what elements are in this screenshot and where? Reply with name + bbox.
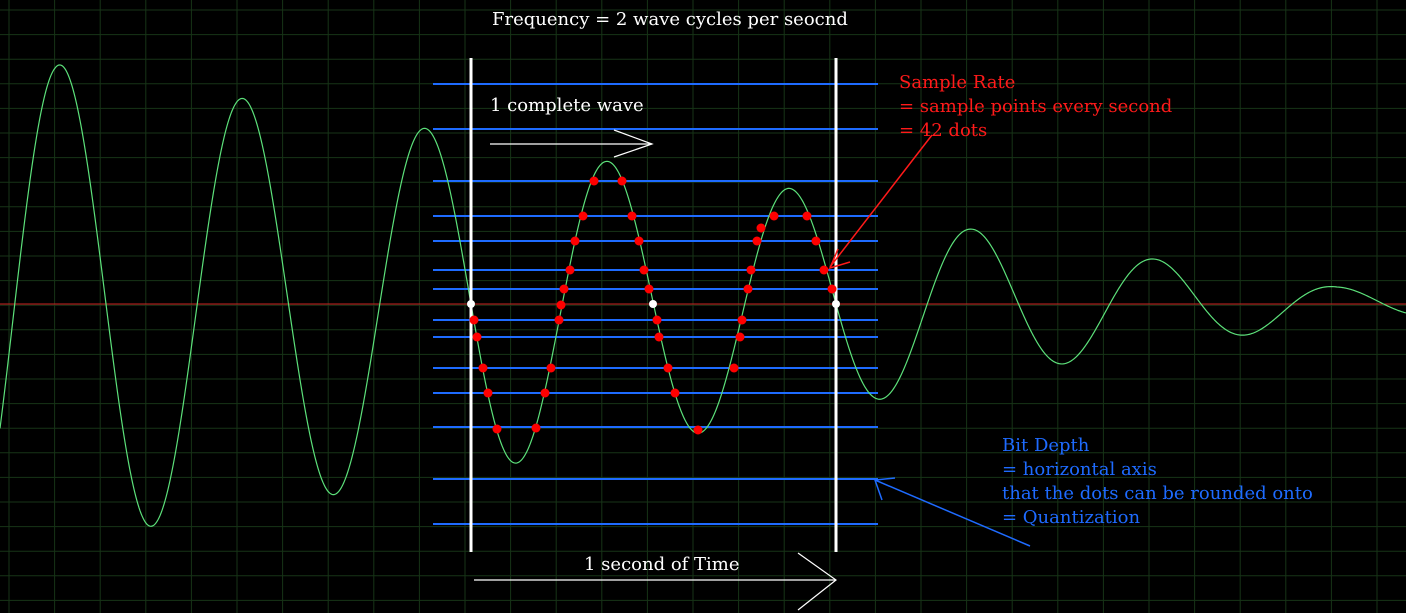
sample-dot bbox=[769, 211, 779, 221]
complete-wave-arrow bbox=[490, 129, 654, 158]
sample-dot bbox=[634, 236, 644, 246]
sample-dot bbox=[802, 211, 812, 221]
sample-dot bbox=[570, 236, 580, 246]
sample-dot bbox=[578, 211, 588, 221]
sample-dot bbox=[589, 176, 599, 186]
sample-dot bbox=[627, 211, 637, 221]
bit-depth-pointer bbox=[873, 477, 1031, 547]
bit-depth-definition: = horizontal axis bbox=[1002, 459, 1157, 480]
zero-crossing-dot bbox=[832, 300, 840, 308]
sample-dot bbox=[746, 265, 756, 275]
sample-dot bbox=[540, 388, 550, 398]
sample-dot bbox=[644, 284, 654, 294]
sample-dot bbox=[565, 265, 575, 275]
sample-dot bbox=[819, 265, 829, 275]
time-arrow bbox=[474, 552, 838, 611]
sample-dot bbox=[729, 363, 739, 373]
sample-dot bbox=[556, 300, 566, 310]
sample-dot bbox=[654, 332, 664, 342]
sample-dot bbox=[492, 424, 502, 434]
sample-dot bbox=[752, 236, 762, 246]
zero-crossing-dot bbox=[649, 300, 657, 308]
sample-dot bbox=[483, 388, 493, 398]
sample-dot bbox=[478, 363, 488, 373]
sample-dot bbox=[546, 363, 556, 373]
sample-rate-count: = 42 dots bbox=[899, 120, 988, 141]
sample-rate-pointer bbox=[828, 134, 933, 270]
sample-dot bbox=[670, 388, 680, 398]
sample-dot bbox=[735, 332, 745, 342]
sample-dot bbox=[617, 176, 627, 186]
sample-dot bbox=[639, 265, 649, 275]
frequency-title: Frequency = 2 wave cycles per seocnd bbox=[492, 9, 848, 30]
sample-dot bbox=[756, 223, 766, 233]
sample-rate-title: Sample Rate bbox=[899, 72, 1016, 93]
sample-dot bbox=[469, 315, 479, 325]
bit-depth-detail: that the dots can be rounded onto bbox=[1002, 483, 1313, 504]
sample-dot bbox=[554, 315, 564, 325]
bit-depth-quantization: = Quantization bbox=[1002, 507, 1141, 528]
zero-crossing-dot bbox=[467, 300, 475, 308]
sample-dot bbox=[531, 423, 541, 433]
sample-rate-definition: = sample points every second bbox=[899, 96, 1173, 117]
sample-dot bbox=[811, 236, 821, 246]
sample-dot bbox=[743, 284, 753, 294]
sample-points bbox=[467, 176, 840, 435]
sample-dot bbox=[827, 284, 837, 294]
quantization-levels bbox=[433, 83, 878, 525]
sample-dot bbox=[737, 315, 747, 325]
sample-dot bbox=[472, 332, 482, 342]
complete-wave-label: 1 complete wave bbox=[490, 95, 644, 116]
sample-dot bbox=[693, 425, 703, 435]
sample-dot bbox=[559, 284, 569, 294]
sine-wave bbox=[0, 64, 1406, 527]
sample-dot bbox=[652, 315, 662, 325]
time-label: 1 second of Time bbox=[584, 554, 740, 575]
bit-depth-title: Bit Depth bbox=[1002, 435, 1090, 456]
sample-dot bbox=[663, 363, 673, 373]
